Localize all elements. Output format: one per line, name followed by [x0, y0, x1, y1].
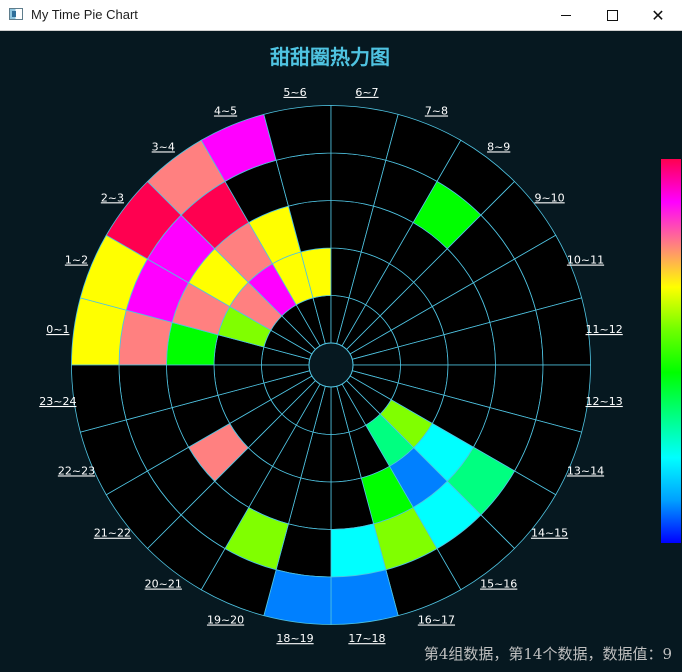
heatmap-cell [71, 364, 127, 433]
heatmap-cell [436, 514, 516, 591]
segment-label: 1~2 [65, 254, 88, 267]
segment-label: 13~14 [567, 464, 604, 477]
heatmap-cell [330, 569, 399, 625]
segment-label: 14~15 [531, 527, 568, 540]
segment-label: 15~16 [480, 578, 517, 591]
heatmap-cell [200, 113, 277, 182]
color-scale-bar [661, 159, 681, 543]
close-button[interactable]: ✕ [635, 0, 681, 30]
heatmap-cell [200, 548, 277, 617]
segment-label: 16~17 [418, 614, 455, 627]
heatmap-cell [480, 470, 557, 550]
segment-label: 9~10 [534, 191, 564, 204]
status-text: 第4组数据，第14个数据，数据值：9 [423, 645, 672, 663]
heatmap-cell [535, 364, 591, 433]
minimize-button[interactable] [543, 0, 589, 30]
segment-label: 5~6 [283, 86, 306, 99]
heatmap-cell [436, 139, 516, 216]
heatmap-cell [330, 105, 399, 161]
segment-label: 10~11 [567, 254, 604, 267]
segment-label: 18~19 [276, 632, 313, 645]
segment-label: 20~21 [145, 578, 182, 591]
heatmap-cell [514, 419, 583, 496]
heatmap-cell [146, 514, 226, 591]
maximize-icon [606, 9, 618, 21]
segment-label: 7~8 [425, 104, 448, 117]
heatmap-cell [263, 569, 332, 625]
segment-label: 17~18 [348, 632, 385, 645]
heatmap-cell [79, 234, 148, 311]
heatmap-cell [263, 105, 332, 161]
heatmap-cell [480, 180, 557, 260]
segment-label: 21~22 [94, 527, 131, 540]
segment-label: 6~7 [355, 86, 378, 99]
segment-label: 3~4 [152, 140, 175, 153]
title-bar[interactable]: My Time Pie Chart ✕ [0, 0, 682, 31]
segment-label: 22~23 [58, 464, 95, 477]
segment-label: 8~9 [487, 140, 510, 153]
segment-label: 19~20 [207, 614, 244, 627]
heatmap-cell [385, 548, 462, 617]
window-title: My Time Pie Chart [31, 7, 138, 22]
heatmap-cell [535, 297, 591, 366]
segment-label: 4~5 [214, 104, 237, 117]
donut-hole [308, 342, 354, 388]
heatmap-cell [79, 419, 148, 496]
segment-label: 2~3 [101, 191, 124, 204]
heatmap-cell [146, 139, 226, 216]
minimize-icon [561, 14, 571, 16]
chart-title: 甜甜圈热力图 [270, 45, 390, 69]
app-icon [9, 8, 23, 20]
chart-area: 甜甜圈热力图 0~1 1~2 2~3 3~4 4~5 5~6 6~7 7~8 8~9 9~10 10… [0, 31, 682, 672]
segment-label: 12~13 [586, 395, 623, 408]
close-icon: ✕ [651, 5, 665, 25]
heatmap-cell [105, 470, 182, 550]
segment-label: 23~24 [39, 395, 76, 408]
donut-heatmap-chart[interactable]: 0~1 1~2 2~3 3~4 4~5 5~6 6~7 7~8 8~9 9~10 10~11 11~1… [0, 31, 682, 672]
maximize-button[interactable] [589, 0, 635, 30]
heatmap-cell [385, 113, 462, 182]
segment-label: 11~12 [586, 323, 623, 336]
segment-label: 0~1 [46, 323, 69, 336]
heatmap-cell [514, 234, 583, 311]
heatmap-cell [105, 180, 182, 260]
